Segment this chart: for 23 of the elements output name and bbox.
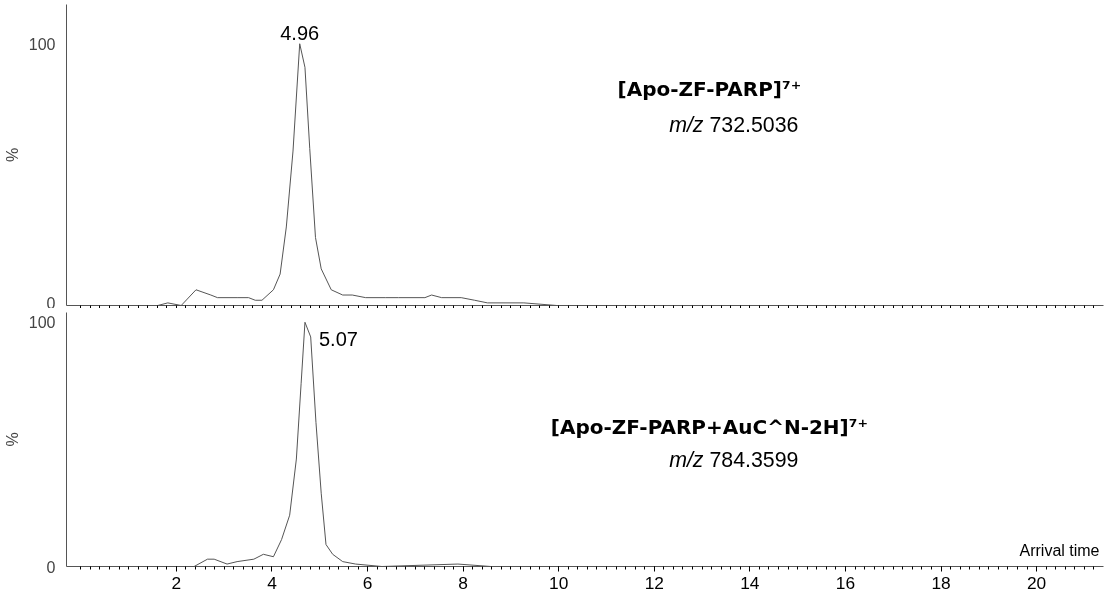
x-tick-label: 2	[171, 572, 182, 593]
y-axis-title: %	[3, 432, 21, 447]
x-tick-label: 18	[931, 572, 951, 593]
x-tick-label: 16	[835, 572, 856, 593]
annotation: 4.96	[280, 21, 320, 44]
text: [Apo-ZF-PARP]⁷⁺	[617, 76, 802, 101]
x-tick-label: 10	[549, 572, 569, 593]
x-tick-label: 4	[267, 572, 278, 593]
text: m/z 784.3599	[669, 447, 799, 473]
x-tick-label: 12	[644, 572, 664, 593]
y-tick-label: 0	[46, 294, 56, 312]
text: [Apo-ZF-PARP+AuC^N-2H]⁷⁺	[550, 414, 869, 439]
y-tick-label: 100	[28, 314, 56, 332]
y-axis-title: %	[3, 147, 21, 163]
x-tick-label: 8	[458, 572, 468, 593]
x-tick-label: 6	[362, 572, 373, 593]
y-tick-label: 0	[46, 558, 56, 576]
x-tick-label: 14	[740, 572, 760, 593]
text: m/z 732.5036	[669, 112, 799, 138]
y-tick-label: 100	[28, 35, 56, 53]
annotation: 5.07	[318, 328, 358, 351]
x-axis-title: Arrival time	[1019, 541, 1100, 559]
x-tick-label: 20	[1026, 572, 1047, 593]
